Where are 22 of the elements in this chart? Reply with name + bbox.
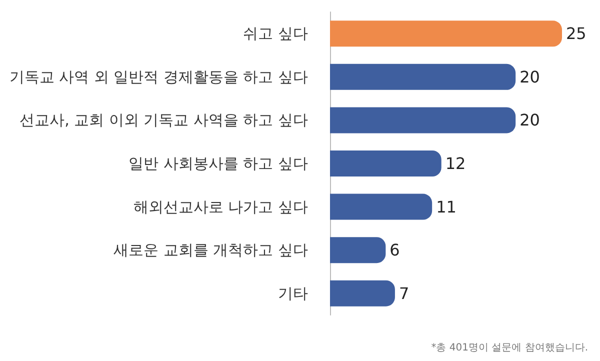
data-label: 12 — [445, 154, 466, 173]
y-tick-label: 쉬고 싶다 — [243, 24, 308, 43]
y-tick-label: 기독교 사역 외 일반적 경제활동을 하고 싶다 — [9, 68, 308, 86]
text: *총 401명이 설문에 참여했습니다. — [431, 342, 588, 354]
data-label: 7 — [398, 284, 410, 303]
data-label: 6 — [390, 240, 400, 260]
bar — [330, 64, 516, 90]
data-label: 11 — [436, 197, 456, 216]
y-tick-label: 해외선교사로 나가고 싶다 — [133, 198, 308, 216]
data-label: 20 — [520, 67, 540, 86]
y-tick-label: 선교사, 교회 이외 기독교 사역을 하고 싶다 — [20, 111, 308, 130]
y-tick-label: 새로운 교회를 개척하고 싶다 — [114, 241, 308, 260]
bar — [330, 237, 386, 264]
y-tick-label: 기타 — [278, 284, 308, 302]
data-label: 20 — [520, 110, 540, 130]
bar — [330, 194, 432, 220]
bar — [330, 107, 516, 134]
y-tick-label: 일반 사회봉사를 하고 싶다 — [128, 154, 308, 172]
data-label: 25 — [566, 24, 586, 44]
bar — [330, 150, 442, 176]
bar — [330, 20, 562, 47]
bar — [330, 280, 395, 306]
